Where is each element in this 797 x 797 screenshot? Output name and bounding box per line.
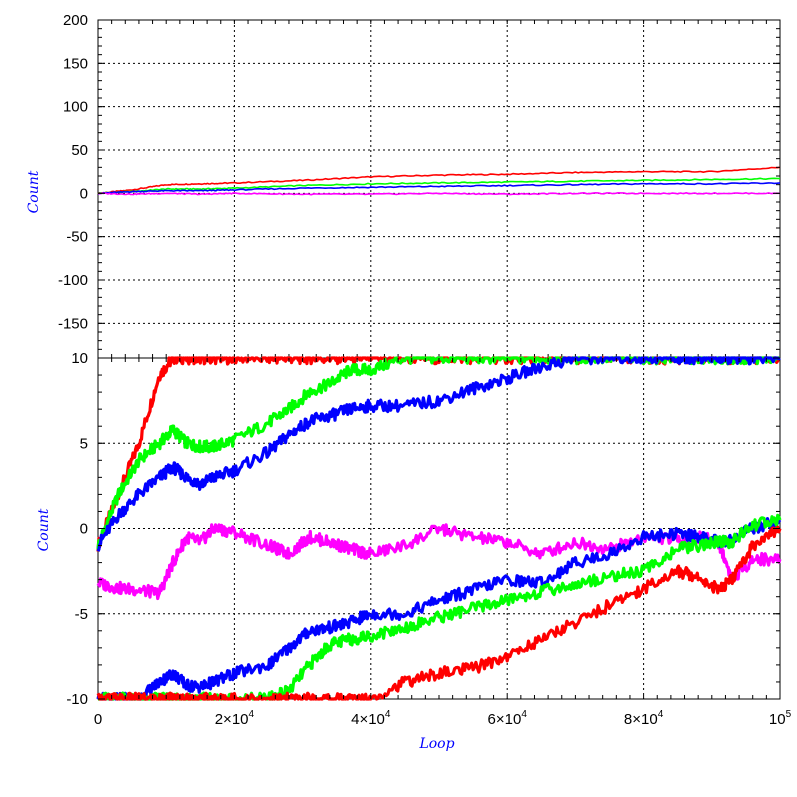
bottom-y-tick-label: -5 bbox=[75, 606, 88, 623]
bottom-ticks: -10 -5 0 5 10 0 2×104 4×104 6×104 8×104 105 bbox=[66, 350, 791, 728]
x-tick-label: 6×104 bbox=[488, 709, 528, 728]
top-ticks: -150 -100 -50 0 50 100 150 200 bbox=[58, 12, 780, 358]
top-series-line bbox=[97, 182, 781, 195]
bottom-panel: -10 -5 0 5 10 0 2×104 4×104 6×104 8×104 105 bbox=[66, 350, 791, 728]
bottom-y-tick-label: 5 bbox=[80, 435, 88, 452]
bottom-series-line bbox=[96, 516, 782, 701]
x-tick-label: 0 bbox=[94, 711, 102, 728]
bottom-y-tick-label: -10 bbox=[66, 691, 88, 708]
top-panel: -150 -100 -50 0 50 100 150 200 bbox=[58, 12, 781, 359]
top-y-tick-label: 200 bbox=[63, 12, 88, 29]
top-series bbox=[97, 166, 781, 196]
top-y-tick-label: -50 bbox=[66, 229, 88, 246]
top-y-tick-label: -150 bbox=[58, 315, 88, 332]
x-axis-title: Loop bbox=[418, 736, 454, 752]
bottom-y-tick-label: 10 bbox=[71, 350, 88, 367]
top-y-axis-title: Count bbox=[26, 170, 42, 213]
bottom-y-tick-label: 0 bbox=[80, 521, 88, 538]
top-series-line bbox=[97, 166, 781, 195]
top-y-tick-label: 50 bbox=[71, 142, 88, 159]
x-tick-label: 4×104 bbox=[351, 709, 391, 728]
x-tick-label: 105 bbox=[769, 709, 792, 728]
top-y-tick-label: 100 bbox=[63, 99, 88, 116]
top-y-tick-label: 150 bbox=[63, 55, 88, 72]
bottom-y-axis-title: Count bbox=[36, 508, 52, 551]
top-y-tick-label: 0 bbox=[80, 185, 88, 202]
top-series-line bbox=[97, 177, 781, 195]
x-tick-label: 2×104 bbox=[215, 709, 255, 728]
top-y-tick-label: -100 bbox=[58, 272, 88, 289]
top-series-line bbox=[97, 192, 780, 196]
x-tick-label: 8×104 bbox=[624, 709, 664, 728]
